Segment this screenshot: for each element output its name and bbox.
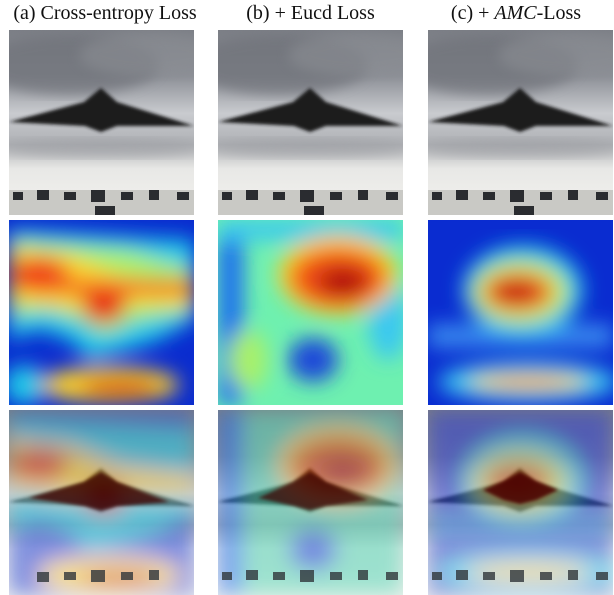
aircraft-photo-a <box>9 30 194 215</box>
overlay-eucd <box>218 410 403 595</box>
input-image-c <box>428 30 613 215</box>
input-image-b <box>218 30 403 215</box>
column-title-amc-suffix: -Loss <box>536 2 582 24</box>
overlay-a <box>9 410 194 595</box>
heatmap-cross-entropy <box>9 220 194 405</box>
column-title-amc-prefix: (c) + <box>450 2 495 24</box>
heatmap-a <box>9 220 194 405</box>
column-title-amc: (c) + AMC-Loss <box>418 0 614 26</box>
overlay-cross-entropy <box>9 410 194 595</box>
overlay-amc <box>428 410 613 595</box>
aircraft-photo-b <box>218 30 403 215</box>
heatmap-amc <box>428 220 613 405</box>
column-title-amc-italic: AMC <box>494 2 537 24</box>
heatmap-c <box>428 220 613 405</box>
overlay-c <box>428 410 613 595</box>
heatmap-eucd <box>218 220 403 405</box>
overlay-b <box>218 410 403 595</box>
column-title-cross-entropy: (a) Cross-entropy Loss <box>13 2 197 24</box>
input-image-a <box>9 30 194 215</box>
aircraft-photo-c <box>428 30 613 215</box>
heatmap-b <box>218 220 403 405</box>
column-title-eucd: (b) + Eucd Loss <box>246 2 375 24</box>
